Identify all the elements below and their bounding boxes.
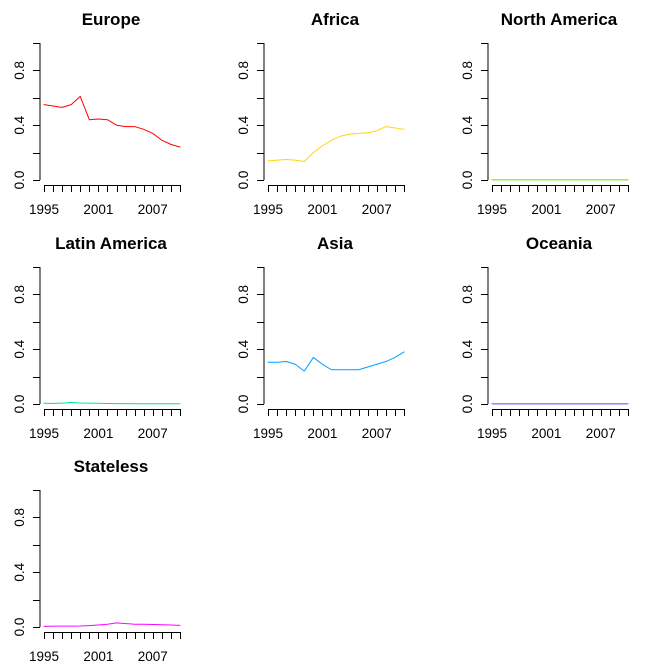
x-tick-label-north-america: 1995 — [477, 202, 507, 217]
panel-title-africa: Africa — [311, 10, 360, 29]
x-tick-label-asia: 2001 — [307, 426, 337, 441]
x-tick-label-oceania: 1995 — [477, 426, 507, 441]
panel-africa: Africa 0.0 0.4 0.8 1995 2001 2007 — [236, 10, 405, 217]
y-tick-label-asia: 0.8 — [236, 285, 251, 304]
panel-title-latin-america: Latin America — [55, 234, 167, 253]
y-tick-label-latin-america: 0.4 — [12, 339, 27, 358]
y-tick-label-north-america: 0.8 — [460, 61, 475, 80]
panel-north-america: North America 0.0 0.4 0.8 1995 2001 2007 — [460, 10, 629, 217]
x-tick-label-stateless: 2001 — [83, 649, 113, 664]
x-tick-label-oceania: 2007 — [586, 426, 616, 441]
series-line-europe — [43, 95, 181, 148]
y-tick-label-oceania: 0.4 — [460, 339, 475, 358]
y-tick-label-north-america: 0.0 — [460, 171, 475, 190]
panel-oceania: Oceania 0.0 0.4 0.8 1995 2001 2007 — [460, 234, 629, 441]
x-tick-label-north-america: 2001 — [531, 202, 561, 217]
panel-title-north-america: North America — [501, 10, 618, 29]
y-tick-label-europe: 0.0 — [12, 171, 27, 190]
panel-stateless: Stateless 0.0 0.4 0.8 1995 2001 2007 — [12, 457, 181, 664]
x-tick-label-europe: 2001 — [83, 202, 113, 217]
y-tick-label-oceania: 0.0 — [460, 395, 475, 414]
y-tick-label-asia: 0.0 — [236, 395, 251, 414]
y-tick-label-north-america: 0.4 — [460, 115, 475, 134]
y-tick-label-africa: 0.4 — [236, 115, 251, 134]
x-tick-label-latin-america: 2001 — [83, 426, 113, 441]
y-tick-label-stateless: 0.8 — [12, 508, 27, 527]
y-tick-label-africa: 0.8 — [236, 61, 251, 80]
y-tick-label-asia: 0.4 — [236, 339, 251, 358]
x-tick-label-latin-america: 2007 — [138, 426, 168, 441]
series-line-africa — [267, 126, 405, 162]
y-tick-label-europe: 0.8 — [12, 61, 27, 80]
y-tick-label-africa: 0.0 — [236, 171, 251, 190]
y-tick-label-europe: 0.4 — [12, 115, 27, 134]
panel-title-europe: Europe — [82, 10, 141, 29]
x-tick-label-africa: 2001 — [307, 202, 337, 217]
x-tick-label-stateless: 2007 — [138, 649, 168, 664]
x-tick-label-africa: 1995 — [253, 202, 283, 217]
panel-title-asia: Asia — [317, 234, 353, 253]
panel-latin-america: Latin America 0.0 0.4 0.8 1995 2001 2007 — [12, 234, 181, 441]
y-tick-label-stateless: 0.4 — [12, 562, 27, 581]
panel-asia: Asia 0.0 0.4 0.8 1995 2001 2007 — [236, 234, 405, 441]
panel-title-stateless: Stateless — [74, 457, 149, 476]
x-tick-label-latin-america: 1995 — [29, 426, 59, 441]
panel-title-oceania: Oceania — [526, 234, 593, 253]
x-tick-label-europe: 1995 — [29, 202, 59, 217]
y-tick-label-latin-america: 0.8 — [12, 285, 27, 304]
x-tick-label-stateless: 1995 — [29, 649, 59, 664]
series-line-latin-america — [43, 401, 181, 405]
series-line-stateless — [43, 622, 181, 627]
y-tick-label-oceania: 0.8 — [460, 285, 475, 304]
series-line-asia — [267, 351, 405, 372]
x-tick-label-oceania: 2001 — [531, 426, 561, 441]
y-tick-label-stateless: 0.0 — [12, 618, 27, 637]
x-tick-label-asia: 2007 — [362, 426, 392, 441]
x-tick-label-asia: 1995 — [253, 426, 283, 441]
panel-europe: Europe 0.0 0.4 0.8 1995 2001 2007 — [12, 10, 181, 217]
y-tick-label-latin-america: 0.0 — [12, 395, 27, 414]
x-tick-label-africa: 2007 — [362, 202, 392, 217]
x-tick-label-europe: 2007 — [138, 202, 168, 217]
x-tick-label-north-america: 2007 — [586, 202, 616, 217]
